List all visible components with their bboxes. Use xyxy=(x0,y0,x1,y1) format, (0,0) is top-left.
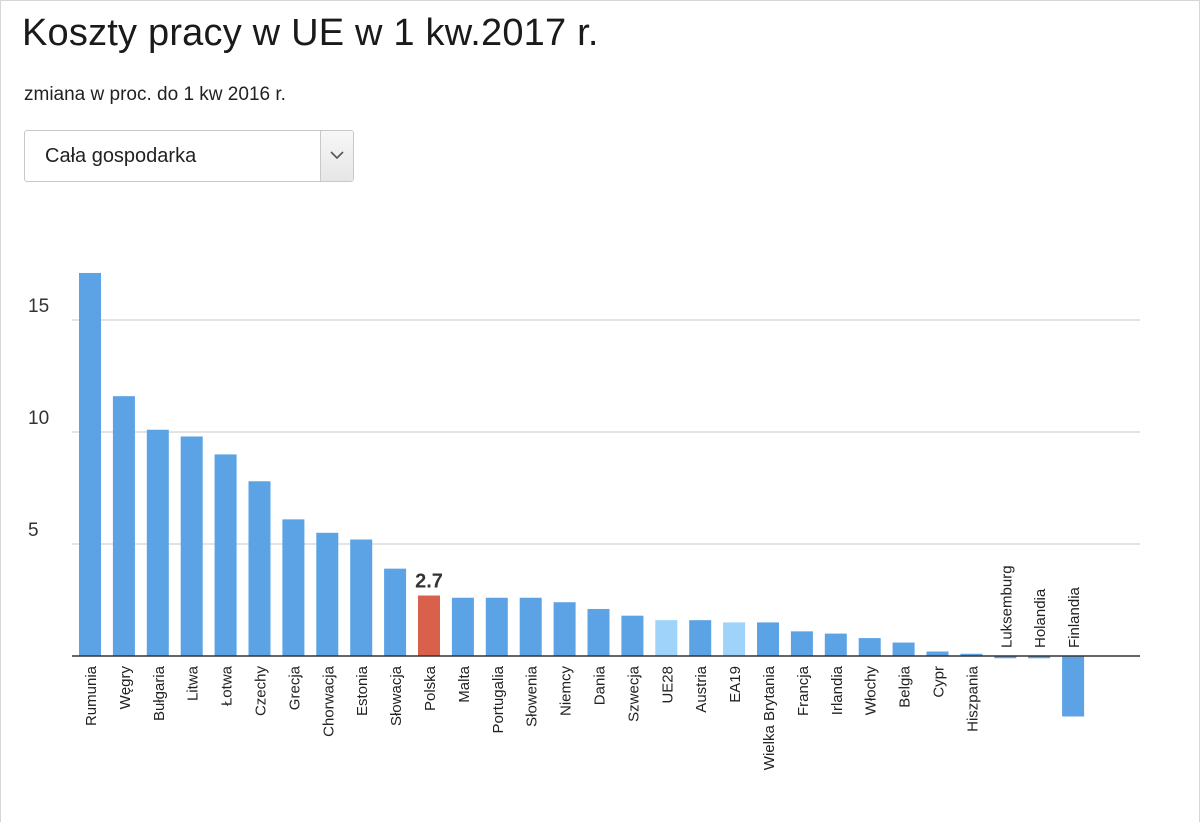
category-label: Holandia xyxy=(1032,588,1049,648)
bar xyxy=(1028,656,1051,659)
category-label: Niemcy xyxy=(558,666,575,717)
category-label: Chorwacja xyxy=(320,665,337,737)
sector-select-value: Cała gospodarka xyxy=(45,145,197,167)
category-label: Litwa xyxy=(185,665,202,701)
category-label: Belgia xyxy=(897,665,914,707)
category-label: Hiszpania xyxy=(964,665,981,732)
category-label: Austria xyxy=(693,665,710,712)
category-label: Słowenia xyxy=(524,665,541,727)
y-tick-label: 15 xyxy=(28,296,49,317)
bar xyxy=(519,597,542,656)
bar xyxy=(112,396,135,656)
sector-select[interactable]: Cała gospodarka xyxy=(24,130,354,182)
bar xyxy=(1062,656,1085,717)
category-label: Czechy xyxy=(253,666,270,717)
bar xyxy=(214,454,237,656)
category-label: Francja xyxy=(795,665,812,716)
category-label: Luksemburg xyxy=(998,565,1015,648)
category-label: Rumunia xyxy=(83,665,100,726)
bar xyxy=(248,481,271,656)
category-label: EA19 xyxy=(727,666,744,703)
bar xyxy=(960,653,983,656)
bar xyxy=(180,436,203,656)
category-label: Węgry xyxy=(117,666,134,710)
category-label: Łotwa xyxy=(219,665,236,706)
bar xyxy=(79,272,101,656)
data-label: 2.7 xyxy=(415,571,443,593)
bar xyxy=(994,656,1017,659)
bar xyxy=(587,608,610,656)
bar xyxy=(282,519,305,656)
bar xyxy=(146,429,169,656)
category-label: Szwecja xyxy=(625,665,642,722)
category-label: Estonia xyxy=(354,665,371,716)
bar xyxy=(621,615,644,656)
bar xyxy=(892,642,915,656)
bar xyxy=(655,620,678,656)
bar xyxy=(858,638,881,656)
category-label: Malta xyxy=(456,665,473,702)
chevron-down-icon[interactable] xyxy=(320,131,353,181)
bar xyxy=(418,595,440,656)
category-label: Portugalia xyxy=(490,665,507,733)
category-label: Finlandia xyxy=(1066,586,1083,648)
bar xyxy=(757,622,779,656)
chart-subtitle: zmiana w proc. do 1 kw 2016 r. xyxy=(24,84,286,105)
y-tick-label: 10 xyxy=(28,408,49,429)
bar xyxy=(824,633,847,656)
bar xyxy=(553,602,576,656)
category-label: Bułgaria xyxy=(151,665,168,721)
category-label: Irlandia xyxy=(829,665,846,715)
category-label: Cypr xyxy=(931,666,948,698)
category-label: Grecja xyxy=(286,665,303,710)
category-label: Słowacja xyxy=(388,665,405,726)
bar xyxy=(485,597,508,656)
bar xyxy=(384,568,407,656)
category-label: Wielka Brytania xyxy=(761,665,778,770)
bar xyxy=(689,620,712,656)
chart-title: Koszty pracy w UE w 1 kw.2017 r. xyxy=(22,12,599,54)
category-label: UE28 xyxy=(659,666,676,704)
category-label: Włochy xyxy=(863,666,880,716)
category-label: Polska xyxy=(422,665,439,711)
bar xyxy=(451,597,474,656)
y-tick-label: 5 xyxy=(28,520,39,541)
bar xyxy=(723,622,746,656)
bar xyxy=(790,631,813,656)
category-label: Dania xyxy=(592,665,609,705)
bar xyxy=(316,532,339,656)
bar xyxy=(926,651,949,656)
bar xyxy=(350,539,373,656)
